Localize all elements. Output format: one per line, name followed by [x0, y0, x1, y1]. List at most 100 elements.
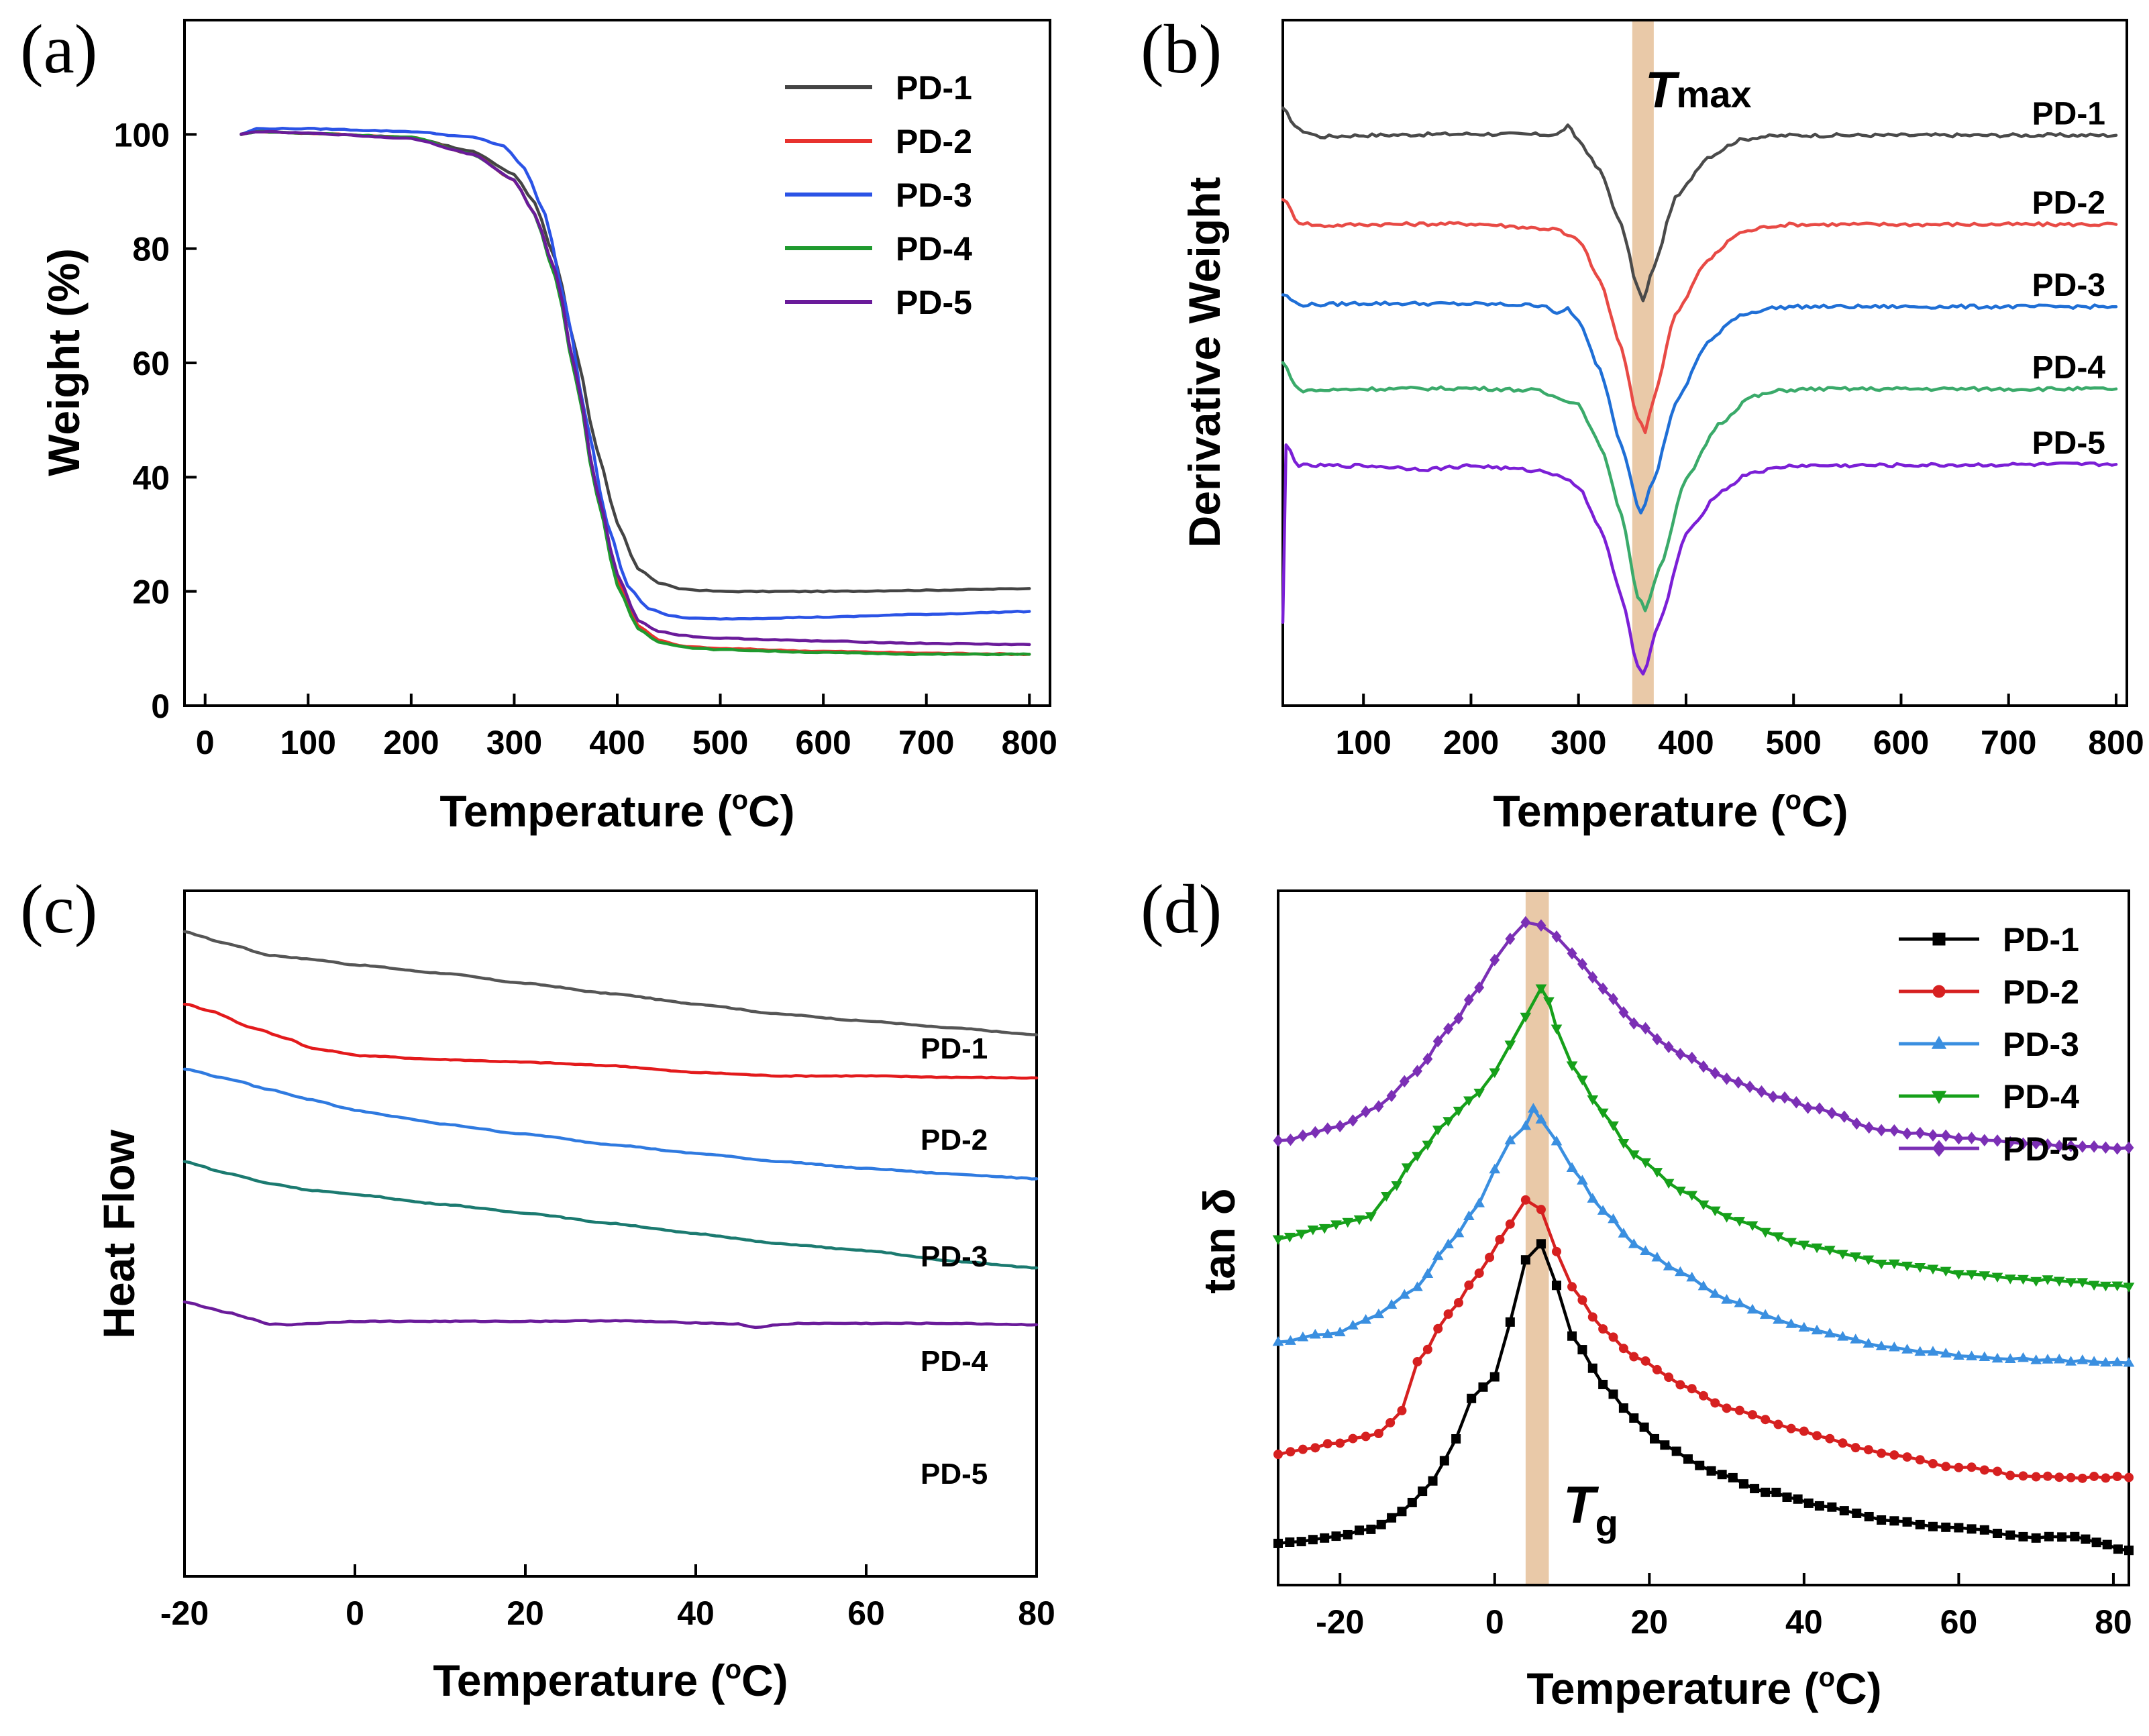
- panel-d-marker-pd-4: [2077, 1278, 2089, 1288]
- panel-d-marker-pd-3: [1347, 1319, 1359, 1330]
- panel-d-marker-pd-2: [1485, 1252, 1495, 1262]
- panel-d-marker-pd-1: [1418, 1486, 1428, 1497]
- panel-d-plot-frame: [1277, 889, 2130, 1586]
- panel-d-marker-pd-3: [1422, 1268, 1434, 1278]
- panel-d-marker-pd-4: [1535, 984, 1547, 995]
- panel-d-marker-pd-3: [1798, 1321, 1810, 1332]
- panel-d-marker-pd-4: [1850, 1252, 1862, 1262]
- panel-d-marker-pd-4: [1330, 1220, 1342, 1230]
- panel-d-marker-pd-1: [1839, 1506, 1849, 1516]
- panel-b-series-pd-5: [1281, 443, 2118, 676]
- panel-d-marker-pd-3: [1551, 1135, 1563, 1146]
- panel-d-marker-pd-4: [1953, 1270, 1964, 1280]
- panel-d-marker-pd-5: [1489, 953, 1500, 967]
- panel-d-marker-pd-4: [1914, 1263, 1926, 1273]
- panel-c-x-axis-title-text: Temperature (: [433, 1656, 725, 1705]
- panel-d-marker-pd-4: [1863, 1255, 1875, 1266]
- panel-d-marker-pd-1: [1954, 1523, 1964, 1533]
- panel-d-marker-pd-4: [1401, 1163, 1413, 1173]
- panel-d-marker-pd-1: [1567, 1331, 1577, 1341]
- panel-c-plot-frame: [183, 889, 1038, 1578]
- panel-d-marker-pd-5: [1915, 1126, 1926, 1140]
- panel-d-marker-pd-2: [1618, 1344, 1628, 1354]
- panel-a-series-pd-5: [240, 129, 1031, 647]
- panel-a-x-axis-title-unit: C): [748, 786, 795, 836]
- panel-d-marker-pd-2: [1954, 1462, 1964, 1472]
- panel-d-marker-pd-3: [1773, 1314, 1784, 1324]
- panel-d-marker-pd-1: [1629, 1413, 1639, 1423]
- panel-d-marker-pd-5: [1618, 1006, 1629, 1019]
- panel-a-x-tick-label: 0: [196, 724, 215, 761]
- panel-d-marker-pd-3: [1443, 1238, 1454, 1248]
- panel-d-marker-pd-5: [1443, 1022, 1454, 1035]
- panel-b-series-label-pd-3: PD-3: [2032, 268, 2105, 303]
- panel-d-marker-pd-4: [1318, 1224, 1330, 1234]
- panel-d-marker-pd-4: [1927, 1264, 1939, 1275]
- panel-d-marker-pd-2: [1608, 1332, 1618, 1342]
- panel-d-marker-pd-1: [1915, 1519, 1925, 1529]
- panel-d-marker-pd-1: [2124, 1545, 2134, 1556]
- panel-d-marker-pd-1: [1387, 1513, 1397, 1523]
- panel-d-marker-pd-5: [1953, 1132, 1964, 1145]
- panel-d-marker-pd-5: [1826, 1107, 1837, 1120]
- panel-d-marker-pd-1: [1407, 1497, 1417, 1507]
- panel-d-legend: PD-1 PD-2 PD-3 PD-4 PD-5: [1899, 921, 2079, 1168]
- panel-b-series-pd-2: [1281, 198, 2118, 435]
- panel-d-marker-pd-2: [1825, 1433, 1835, 1444]
- panel-d-marker-pd-4: [1353, 1215, 1365, 1226]
- panel-d-marker-pd-4: [1979, 1271, 1991, 1281]
- panel-d-marker-pd-4: [2111, 1281, 2124, 1292]
- panel-d-legend-label-pd-5: PD-5: [2003, 1130, 2079, 1168]
- panel-d-marker-pd-3: [1811, 1324, 1823, 1335]
- panel-d-marker-pd-3: [1686, 1271, 1698, 1282]
- panel-a-legend: PD-1 PD-2 PD-3 PD-4 PD-5: [785, 69, 972, 321]
- panel-d-marker-pd-5: [1687, 1051, 1697, 1065]
- panel-d-legend-label-pd-1: PD-1: [2003, 921, 2079, 959]
- panel-d-marker-pd-5: [1361, 1105, 1371, 1118]
- panel-c: (c) -20 0 20 40 60 80 PD-1 PD-2 PD-3 PD-4 PD-5 He…: [20, 871, 1055, 1705]
- panel-a-y-tick-label: 20: [132, 574, 170, 611]
- panel-d-marker-pd-3: [1360, 1313, 1371, 1324]
- panel-d-x-tick-label: 0: [1485, 1603, 1504, 1641]
- panel-d-legend-label-pd-2: PD-2: [2003, 973, 2079, 1011]
- panel-d-marker-pd-2: [2124, 1472, 2134, 1482]
- panel-d-marker-pd-2: [1967, 1462, 1977, 1472]
- panel-b-curves: [1281, 106, 2118, 676]
- panel-c-series-pd-1: [182, 930, 1039, 1036]
- panel-a-y-tick-label: 60: [132, 345, 170, 382]
- panel-d-x-tick-label: 80: [2095, 1603, 2132, 1641]
- panel-d-marker-pd-2: [1361, 1431, 1371, 1442]
- panel-d-marker-pd-4: [1663, 1179, 1675, 1189]
- panel-d-series-pd-4: [1276, 986, 2131, 1289]
- panel-d-marker-pd-4: [1577, 1075, 1588, 1086]
- panel-d-marker-pd-2: [1877, 1448, 1887, 1458]
- panel-d-marker-pd-5: [1474, 981, 1485, 994]
- panel-d-marker-pd-1: [2031, 1533, 2041, 1543]
- panel-d-legend-marker-pd-2: [1932, 985, 1946, 998]
- panel-d-marker-pd-3: [1285, 1335, 1296, 1345]
- panel-d-marker-pd-1: [1967, 1524, 1977, 1534]
- panel-d-marker-pd-3: [1875, 1340, 1887, 1350]
- panel-c-x-tick-label: 40: [677, 1594, 715, 1632]
- panel-d-marker-pd-3: [1663, 1260, 1675, 1270]
- panel-d-marker-pd-5: [2124, 1141, 2134, 1154]
- panel-d-marker-pd-4: [1889, 1259, 1900, 1270]
- panel-d-marker-pd-2: [1979, 1465, 1989, 1475]
- panel-b-tmax-subscript: max: [1676, 73, 1751, 115]
- panel-d-marker-pd-5: [2017, 1137, 2028, 1150]
- panel-d-marker-pd-3: [1473, 1197, 1485, 1207]
- panel-d-marker-pd-4: [1551, 1024, 1563, 1035]
- panel-b-plot-frame: [1281, 19, 2128, 707]
- panel-d-marker-pd-5: [2042, 1138, 2053, 1151]
- panel-a-x-tick-label: 500: [692, 724, 748, 761]
- panel-d-marker-pd-4: [2053, 1277, 2065, 1287]
- panel-d-marker-pd-3: [1520, 1120, 1532, 1130]
- panel-d-marker-pd-3: [1979, 1351, 1991, 1361]
- panel-d-marker-pd-5: [1710, 1067, 1720, 1080]
- panel-c-series-pd-2: [182, 1002, 1039, 1080]
- panel-d-marker-pd-3: [1322, 1328, 1334, 1338]
- panel-d-marker-pd-2: [2042, 1471, 2052, 1481]
- panel-d-marker-pd-3: [2077, 1354, 2089, 1364]
- panel-d-marker-pd-3: [1837, 1331, 1848, 1341]
- panel-d-marker-pd-1: [1467, 1393, 1477, 1403]
